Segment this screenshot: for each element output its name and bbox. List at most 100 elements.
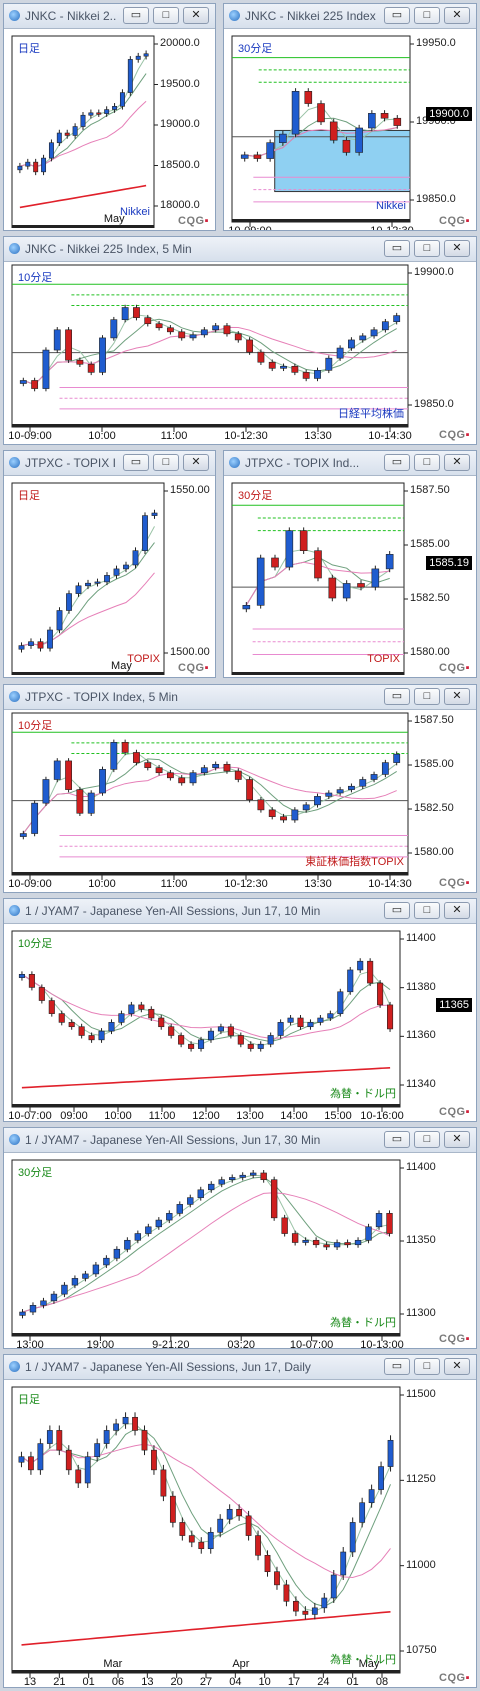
candle	[386, 1210, 393, 1237]
minimize-button[interactable]: ▭	[384, 1358, 410, 1375]
close-button[interactable]: ✕	[444, 1131, 470, 1148]
maximize-button[interactable]: □	[153, 7, 179, 24]
maximize-button[interactable]: □	[414, 454, 440, 471]
candle	[307, 1019, 314, 1030]
candle	[200, 764, 208, 776]
title-bar[interactable]: JNKC - Nikkei 225 Index ▭ □ ✕	[224, 4, 476, 29]
candle	[287, 1015, 294, 1026]
candle	[349, 1517, 356, 1557]
instrument-label: Nikkei	[376, 200, 406, 212]
title-bar[interactable]: 1 / JYAM7 - Japanese Yen-All Sessions, J…	[4, 1128, 476, 1153]
candle	[135, 52, 141, 63]
candle	[128, 1001, 135, 1017]
title-bar[interactable]: JTPXC - TOPIX In... ▭ □ ✕	[4, 451, 215, 476]
minimize-button[interactable]: ▭	[384, 1131, 410, 1148]
window-title: JNKC - Nikkei 225 Index	[245, 9, 376, 23]
time-axis-label: 03:20	[227, 1339, 255, 1349]
minimize-button[interactable]: ▭	[384, 7, 410, 24]
window-title: JNKC - Nikkei 2...	[25, 9, 116, 23]
candle	[29, 1302, 37, 1316]
cqg-logo-text: CQG	[439, 215, 466, 227]
candle	[188, 1530, 195, 1548]
minimize-button[interactable]: ▭	[123, 454, 149, 471]
close-button[interactable]: ✕	[183, 454, 209, 471]
time-axis-label: 11:00	[148, 1110, 176, 1122]
time-axis-label: 13:30	[304, 878, 332, 890]
candle	[277, 1019, 284, 1039]
plot-frame	[11, 482, 165, 675]
price-axis-label: 11350	[406, 1234, 436, 1246]
chart-area[interactable]: 19950.0 19900.0 19850.0 19900.0 10-09:00 10-1…	[224, 28, 476, 230]
window-topix-10min[interactable]: JTPXC - TOPIX Index, 5 Min ▭ □ ✕ 1587.50 1585…	[3, 684, 477, 893]
close-button[interactable]: ✕	[444, 902, 470, 919]
window-yen-daily[interactable]: 1 / JYAM7 - Japanese Yen-All Sessions, J…	[3, 1354, 477, 1688]
maximize-button[interactable]: □	[414, 240, 440, 257]
time-rail	[12, 1333, 400, 1336]
window-topix-30min[interactable]: JTPXC - TOPIX Ind... ▭ □ ✕ 1587.50 1585.00 158…	[223, 450, 477, 678]
maximize-button[interactable]: □	[153, 454, 179, 471]
maximize-button[interactable]: □	[414, 688, 440, 705]
chart-area[interactable]: 1587.50 1585.00 1582.50 1580.00 10-09:00 10:0…	[4, 709, 476, 892]
chart-area[interactable]: 11500 11250 11000 10750 13 21 01 06 13 20 27 04 10 17…	[4, 1379, 476, 1687]
close-button[interactable]: ✕	[444, 1358, 470, 1375]
maximize-button[interactable]: □	[414, 1131, 440, 1148]
title-bar[interactable]: JTPXC - TOPIX Index, 5 Min ▭ □ ✕	[4, 685, 476, 710]
title-bar[interactable]: JNKC - Nikkei 225 Index, 5 Min ▭ □ ✕	[4, 237, 476, 262]
window-nikkei-30min[interactable]: JNKC - Nikkei 225 Index ▭ □ ✕ 19950.0 19900.0…	[223, 3, 477, 231]
chart-area[interactable]: 1587.501585.001582.501580.001585.1910-09…	[224, 475, 476, 677]
candle	[370, 771, 378, 783]
window-topix-daily[interactable]: JTPXC - TOPIX In...▭□✕1550.001500.002401…	[3, 450, 216, 678]
price-axis-label: 19950.0	[416, 37, 456, 49]
minimize-button[interactable]: ▭	[384, 240, 410, 257]
title-bar[interactable]: 1 / JYAM7 - Japanese Yen-All Sessions, J…	[4, 1355, 476, 1380]
chart-area[interactable]: 11400 11380 11360 11340 11365 10-07:00 09:00 10…	[4, 923, 476, 1121]
candle	[56, 1425, 63, 1456]
chart-area[interactable]: 19900.0 19850.0 10-09:00 10:00 11:00 10-12:30…	[4, 261, 476, 444]
candle	[85, 579, 91, 590]
time-rail	[12, 424, 408, 427]
candle	[56, 607, 63, 634]
close-button[interactable]: ✕	[183, 7, 209, 24]
close-button[interactable]: ✕	[444, 688, 470, 705]
price-axis-label: 19850.0	[414, 398, 454, 410]
close-button[interactable]: ✕	[444, 7, 470, 24]
candle	[71, 1275, 79, 1289]
time-axis-label: 10-07:00	[289, 1339, 334, 1349]
candle	[359, 776, 367, 789]
title-bar[interactable]: JNKC - Nikkei 2... ▭ □ ✕	[4, 4, 215, 29]
candle	[344, 1239, 351, 1248]
candle	[281, 1214, 288, 1237]
maximize-button[interactable]: □	[414, 1358, 440, 1375]
candle	[25, 158, 31, 170]
window-yen-10min[interactable]: 1 / JYAM7 - Japanese Yen-All Sessions, J…	[3, 898, 477, 1122]
candle	[236, 1504, 243, 1521]
candle	[78, 1023, 85, 1039]
maximize-button[interactable]: □	[414, 902, 440, 919]
minimize-button[interactable]: ▭	[384, 454, 410, 471]
window-yen-30min[interactable]: 1 / JYAM7 - Japanese Yen-All Sessions, J…	[3, 1127, 477, 1349]
window-nikkei-daily[interactable]: JNKC - Nikkei 2... ▭ □ ✕ 20000.0 19500.0 19000…	[3, 3, 216, 231]
cqg-logo-mark: ▪	[465, 215, 470, 227]
minimize-button[interactable]: ▭	[123, 7, 149, 24]
candle	[393, 115, 402, 129]
cqg-logo-text: CQG	[439, 877, 466, 889]
candle	[148, 1006, 155, 1021]
chart-area[interactable]: 11400 11350 11300 13:00 19:00 9-21:20 03:20 10-…	[4, 1152, 476, 1348]
candle	[88, 109, 94, 119]
candle	[76, 357, 84, 367]
time-axis-label: 01	[346, 1676, 359, 1688]
cqg-logo: CQG▪	[439, 877, 470, 889]
chart-area[interactable]: 20000.019500.019000.018500.018000.024010…	[4, 28, 215, 230]
ma-long-line	[23, 326, 397, 386]
window-nikkei-10min[interactable]: JNKC - Nikkei 225 Index, 5 Min ▭ □ ✕ 19900.0…	[3, 236, 477, 445]
maximize-icon: □	[162, 456, 170, 468]
time-axis-label: 10-13:00	[360, 1339, 404, 1349]
title-bar[interactable]: 1 / JYAM7 - Japanese Yen-All Sessions, J…	[4, 899, 476, 924]
title-bar[interactable]: JTPXC - TOPIX Ind... ▭ □ ✕	[224, 451, 476, 476]
maximize-button[interactable]: □	[414, 7, 440, 24]
minimize-button[interactable]: ▭	[384, 902, 410, 919]
minimize-button[interactable]: ▭	[384, 688, 410, 705]
close-button[interactable]: ✕	[444, 240, 470, 257]
close-button[interactable]: ✕	[444, 454, 470, 471]
